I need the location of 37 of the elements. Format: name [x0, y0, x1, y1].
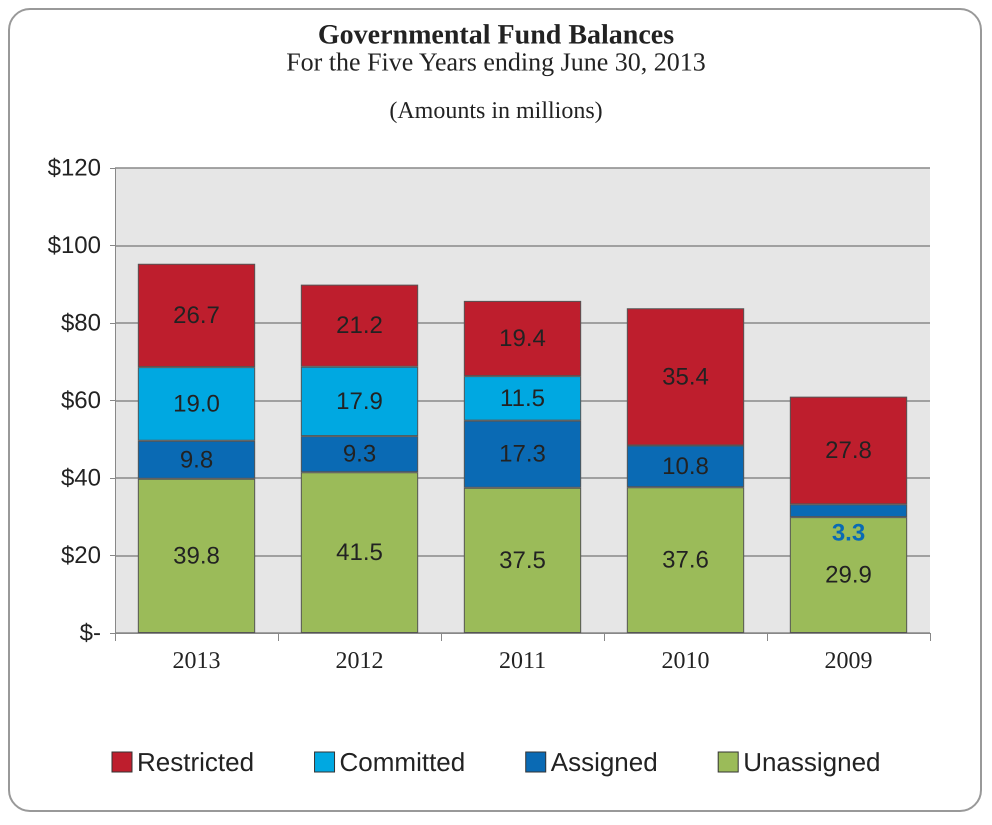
- data-label: 39.8: [173, 542, 220, 570]
- legend-label: Unassigned: [743, 747, 880, 777]
- data-label: 11.5: [500, 384, 545, 412]
- chart-subtitle: For the Five Years ending June 30, 2013: [286, 48, 706, 76]
- data-label: 19.0: [173, 390, 220, 418]
- data-label: 9.3: [342, 440, 376, 468]
- x-tick-label: 2010: [662, 648, 710, 674]
- data-label: 10.8: [662, 452, 709, 480]
- text: (Amounts in millions): [389, 98, 603, 124]
- data-label: 29.9: [825, 562, 872, 589]
- y-tick-label: $-: [80, 620, 101, 646]
- y-tick-label: $40: [60, 464, 101, 492]
- data-label: 37.5: [499, 546, 546, 574]
- x-tick-label: 2009: [824, 648, 872, 674]
- y-tick-label: $20: [60, 542, 101, 569]
- data-label: 37.6: [662, 546, 709, 574]
- data-label: 35.4: [662, 363, 709, 390]
- legend-label: Restricted: [137, 747, 254, 777]
- data-label: 26.7: [173, 302, 220, 329]
- legend-label: Committed: [340, 747, 466, 777]
- x-tick-label: 2013: [172, 648, 220, 674]
- data-label: 19.4: [499, 325, 546, 352]
- y-tick-label: $120: [48, 154, 101, 182]
- x-tick-label: 2011: [498, 648, 546, 674]
- data-label: 21.2: [336, 312, 383, 340]
- data-label: 17.3: [499, 440, 546, 468]
- y-tick-label: $80: [60, 310, 101, 336]
- data-label: 27.8: [825, 436, 872, 464]
- data-label: 41.5: [336, 539, 383, 566]
- chart-title: Governmental Fund Balances: [318, 20, 674, 50]
- y-tick-label: $100: [48, 232, 101, 259]
- legend-label: Assigned: [550, 747, 658, 777]
- data-label: 9.8: [180, 446, 214, 474]
- data-label: 17.9: [336, 388, 383, 415]
- data-label: 3.3: [832, 520, 866, 547]
- y-tick-label: $60: [60, 387, 101, 414]
- x-tick-label: 2012: [336, 648, 384, 674]
